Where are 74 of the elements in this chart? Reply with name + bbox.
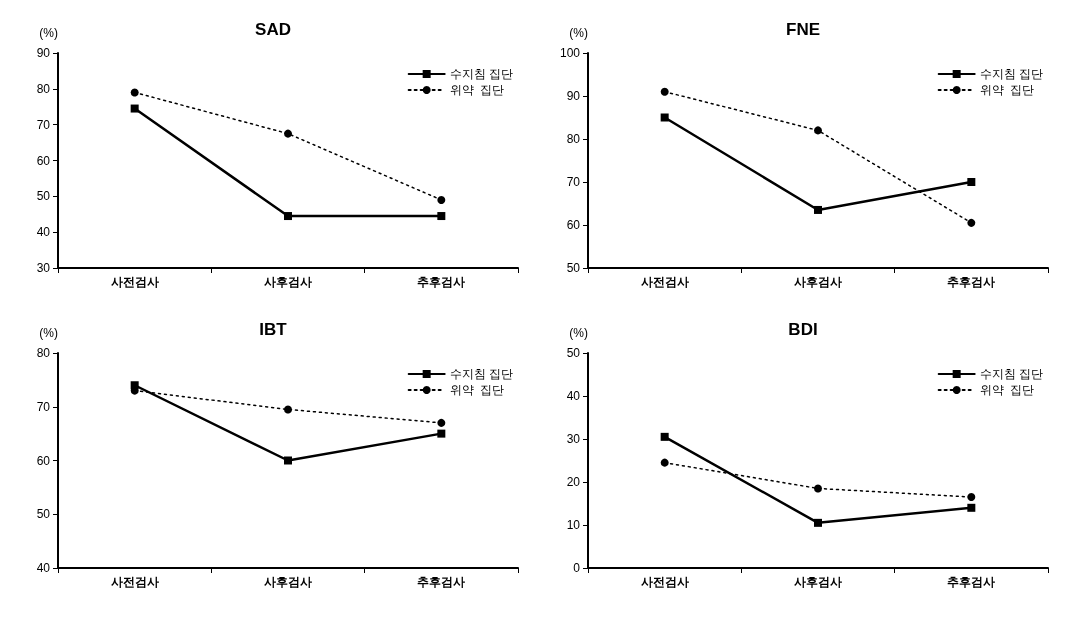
chart-title: FNE <box>786 20 820 39</box>
x-tick-label: 추후검사 <box>947 275 996 289</box>
point <box>130 88 139 97</box>
y-tick-label: 70 <box>36 399 51 414</box>
y-tick-label: 0 <box>573 561 581 575</box>
y-tick-label: 60 <box>36 153 51 168</box>
x-tick-label: 추후검사 <box>417 275 466 289</box>
legend-label: 수지침 집단 <box>449 367 514 381</box>
x-tick-label: 사전검사 <box>640 275 689 289</box>
point <box>660 87 669 96</box>
legend-label: 수지침 집단 <box>979 67 1044 81</box>
point <box>967 178 976 186</box>
y-tick-label: 30 <box>36 261 51 275</box>
y-tick-label: 70 <box>566 175 581 189</box>
chart-title: BDI <box>788 320 818 339</box>
point <box>967 218 976 227</box>
point <box>284 129 292 138</box>
point <box>660 432 669 441</box>
y-tick-label: 50 <box>566 346 581 360</box>
x-tick-label: 사후검사 <box>794 575 842 589</box>
y-axis-title: (%) <box>569 326 588 340</box>
y-tick-label: 60 <box>36 453 51 468</box>
point <box>284 212 292 221</box>
point <box>284 456 292 465</box>
y-tick-label: 10 <box>566 518 581 532</box>
x-tick-label: 사후검사 <box>794 275 842 289</box>
legend-label: 위약 집단 <box>979 383 1035 397</box>
point <box>130 104 139 113</box>
point <box>814 518 822 527</box>
point <box>437 418 446 427</box>
legend-label: 수지침 집단 <box>979 367 1044 381</box>
y-tick-label: 40 <box>566 389 581 403</box>
point <box>437 212 446 221</box>
x-tick-label: 사전검사 <box>110 275 159 289</box>
point <box>967 503 976 512</box>
y-tick-label: 70 <box>36 117 51 132</box>
legend-label: 수지침 집단 <box>449 67 514 81</box>
legend-label: 위약 집단 <box>449 83 505 97</box>
y-tick-label: 100 <box>559 46 581 60</box>
y-tick-label: 30 <box>566 432 581 446</box>
x-tick-label: 추후검사 <box>947 575 996 589</box>
y-tick-label: 80 <box>36 346 51 360</box>
point <box>660 113 669 122</box>
point <box>814 205 822 214</box>
y-tick-label: 80 <box>36 81 51 96</box>
x-tick-label: 추후검사 <box>417 575 466 589</box>
point <box>814 126 822 135</box>
y-tick-label: 40 <box>36 561 51 575</box>
x-tick-label: 사후검사 <box>264 275 312 289</box>
point <box>660 458 669 467</box>
y-tick-label: 80 <box>566 132 581 146</box>
point <box>814 484 822 493</box>
chart-title: IBT <box>259 320 288 339</box>
point <box>284 405 292 414</box>
y-axis-title: (%) <box>569 26 588 40</box>
y-tick-label: 50 <box>36 507 51 522</box>
y-tick-label: 40 <box>36 225 51 240</box>
y-tick-label: 50 <box>566 261 581 275</box>
x-tick-label: 사후검사 <box>264 575 312 589</box>
point <box>437 429 446 438</box>
point <box>967 493 976 502</box>
y-tick-label: 90 <box>566 89 581 103</box>
y-tick-label: 60 <box>566 218 581 232</box>
chart-title: SAD <box>255 20 291 39</box>
y-axis-title: (%) <box>39 326 58 340</box>
legend-label: 위약 집단 <box>449 383 505 397</box>
y-tick-label: 90 <box>36 46 51 60</box>
y-axis-title: (%) <box>39 26 58 40</box>
x-tick-label: 사전검사 <box>110 575 159 589</box>
point <box>437 195 446 204</box>
x-tick-label: 사전검사 <box>640 575 689 589</box>
y-tick-label: 50 <box>36 189 51 204</box>
legend-label: 위약 집단 <box>979 83 1035 97</box>
y-tick-label: 20 <box>566 475 581 489</box>
